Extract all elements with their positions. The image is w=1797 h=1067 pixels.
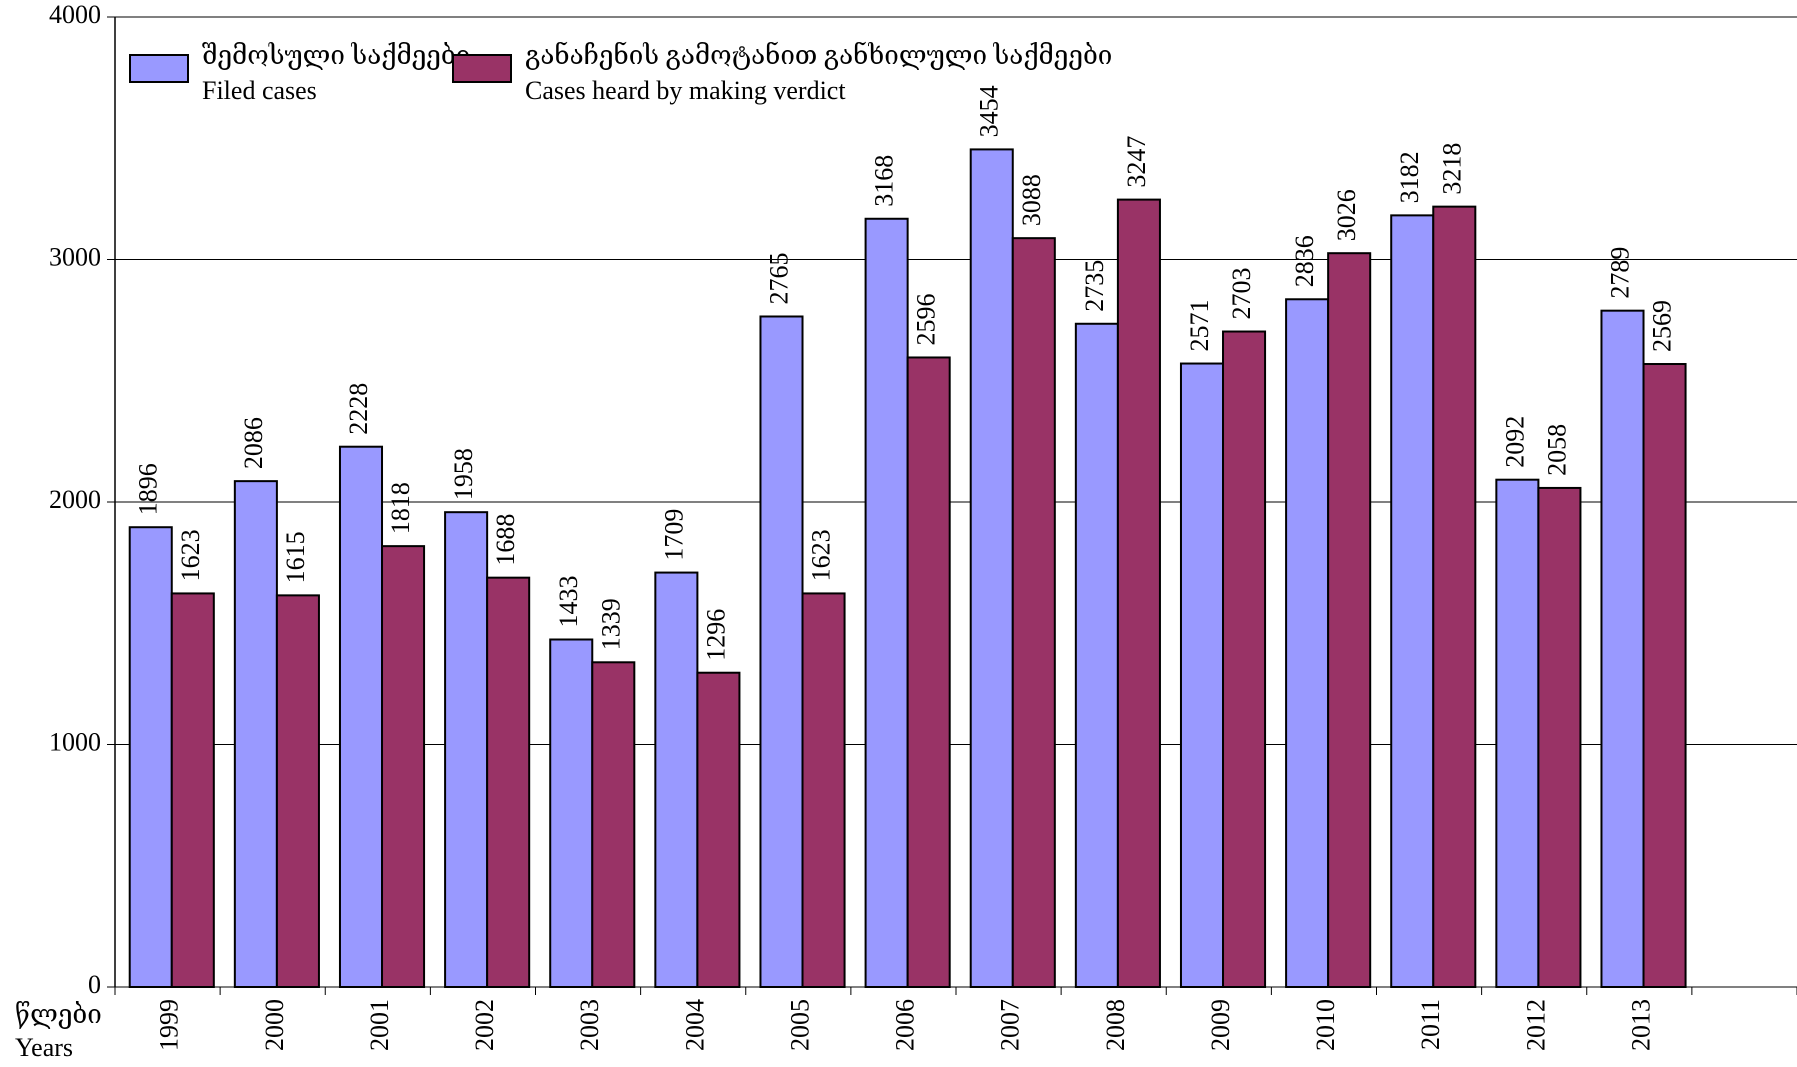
x-tick-label: 2005 xyxy=(785,999,814,1051)
data-label: 2596 xyxy=(912,293,941,345)
bar xyxy=(801,592,846,988)
data-label: 2571 xyxy=(1185,300,1214,352)
data-label: 3182 xyxy=(1395,151,1424,203)
x-tick-label: 2000 xyxy=(260,999,289,1051)
bar xyxy=(128,526,173,988)
bar xyxy=(591,661,636,988)
legend-label: Filed cases xyxy=(202,76,317,105)
bar xyxy=(170,592,215,988)
x-tick-label: 2006 xyxy=(891,999,920,1051)
bar xyxy=(696,671,741,988)
bar xyxy=(1011,237,1056,989)
legend-swatch xyxy=(129,54,189,83)
x-tick-label: 1999 xyxy=(155,999,184,1051)
bar xyxy=(654,571,699,988)
x-tick-label: 2004 xyxy=(680,999,709,1051)
bar xyxy=(1327,252,1372,988)
bar xyxy=(759,315,804,988)
data-label: 1958 xyxy=(449,448,478,500)
data-label: 1896 xyxy=(134,463,163,515)
bar xyxy=(444,511,489,988)
bar xyxy=(1642,363,1687,988)
x-axis-label: Years xyxy=(15,1033,73,1062)
data-label: 2765 xyxy=(764,252,793,304)
bar xyxy=(338,445,384,988)
data-label: 2836 xyxy=(1290,235,1319,287)
bar xyxy=(1285,298,1330,988)
x-tick-label: 2001 xyxy=(365,999,394,1051)
x-tick-label: 2007 xyxy=(996,999,1025,1051)
x-tick-label: 2013 xyxy=(1626,999,1655,1051)
bar xyxy=(1495,478,1540,988)
data-label: 2569 xyxy=(1648,300,1677,352)
data-label: 1339 xyxy=(596,598,625,650)
data-label: 1615 xyxy=(281,531,310,583)
data-label: 1623 xyxy=(176,529,205,581)
bar xyxy=(1537,486,1582,988)
bar xyxy=(1222,330,1267,988)
bar xyxy=(906,356,951,989)
bar xyxy=(1179,362,1225,989)
y-tick-label: 3000 xyxy=(49,242,101,271)
data-label: 2703 xyxy=(1227,268,1256,320)
data-label: 2058 xyxy=(1542,424,1571,476)
data-label: 2086 xyxy=(239,417,268,469)
x-tick-label: 2011 xyxy=(1416,999,1445,1050)
bar xyxy=(1600,309,1645,989)
bar xyxy=(275,594,320,988)
bar xyxy=(549,638,594,988)
bar xyxy=(1432,205,1477,988)
data-label: 1709 xyxy=(659,509,688,561)
x-tick-label: 2010 xyxy=(1311,999,1340,1051)
data-label: 1623 xyxy=(807,529,836,581)
x-tick-label: 2008 xyxy=(1101,999,1130,1051)
legend-label: შემოსული საქმეები xyxy=(202,41,470,70)
data-label: 1818 xyxy=(386,482,415,534)
data-label: 2092 xyxy=(1500,416,1529,468)
data-label: 1688 xyxy=(491,514,520,566)
y-tick-label: 0 xyxy=(88,970,101,999)
bar xyxy=(486,576,531,988)
data-label: 2789 xyxy=(1605,247,1634,299)
legend-label: Cases heard by making verdict xyxy=(525,76,846,105)
data-label: 3247 xyxy=(1122,136,1151,188)
data-label: 1433 xyxy=(554,575,583,627)
bar xyxy=(233,480,278,988)
x-tick-label: 2009 xyxy=(1206,999,1235,1051)
data-label: 2735 xyxy=(1080,260,1109,312)
legend-label: განაჩენის გამოტანით განხილული საქმეები xyxy=(525,41,1112,70)
x-tick-label: 2012 xyxy=(1521,999,1550,1051)
data-label: 3026 xyxy=(1332,189,1361,241)
y-tick-label: 2000 xyxy=(49,485,101,514)
data-label: 3454 xyxy=(975,85,1004,137)
data-label: 3218 xyxy=(1437,143,1466,195)
data-label: 3168 xyxy=(870,155,899,207)
y-tick-label: 4000 xyxy=(49,0,101,29)
y-tick-label: 1000 xyxy=(49,727,101,756)
x-axis-label: წლები xyxy=(15,1000,102,1029)
bar xyxy=(381,545,426,988)
legend-swatch xyxy=(452,54,512,83)
bar xyxy=(1390,214,1435,989)
bar xyxy=(1074,322,1119,988)
bar xyxy=(969,148,1014,988)
data-label: 3088 xyxy=(1017,174,1046,226)
bar xyxy=(864,217,909,988)
data-label: 2228 xyxy=(344,383,373,435)
x-tick-label: 2002 xyxy=(470,999,499,1051)
bar xyxy=(1116,198,1161,989)
data-label: 1296 xyxy=(701,609,730,661)
x-tick-label: 2003 xyxy=(575,999,604,1051)
